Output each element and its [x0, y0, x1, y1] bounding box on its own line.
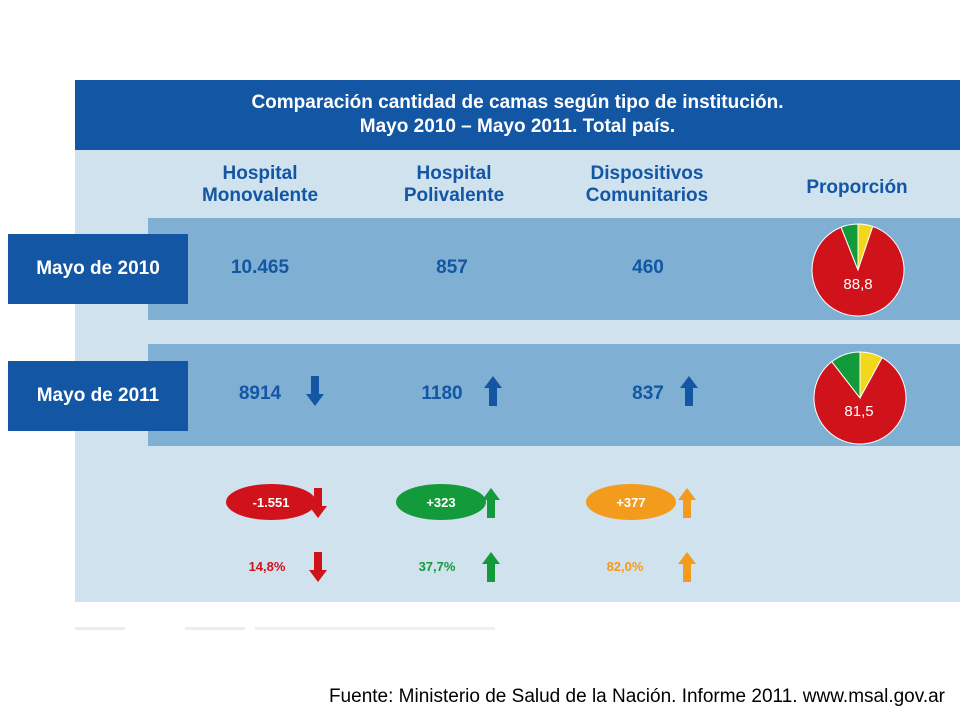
- column-header-monovalente: Hospital Monovalente: [160, 163, 360, 207]
- arrow-down-icon: [309, 488, 327, 518]
- arrow-up-icon: [484, 376, 502, 406]
- faded-caption-decoration: [75, 627, 495, 630]
- difference-badge-monovalente: -1.551: [226, 484, 316, 520]
- difference-badge-polivalente: +323: [396, 484, 486, 520]
- pie-slice-green: [831, 351, 861, 400]
- pie-chart-2010: [811, 223, 905, 317]
- value-2010-polivalente: 857: [436, 257, 468, 278]
- pie-chart-2011: [813, 351, 907, 445]
- pie-slice-green: [840, 223, 859, 271]
- title-line-2: Mayo 2010 – Mayo 2011. Total país.: [359, 116, 676, 137]
- arrow-up-icon: [678, 552, 696, 582]
- row-label-2011: Mayo de 2011: [8, 361, 188, 431]
- pie-label-2011: 81,5: [844, 403, 874, 420]
- title-line-1: Comparación cantidad de camas según tipo…: [251, 92, 784, 113]
- percent-change-monovalente: 14,8%: [248, 559, 286, 574]
- pie-slice-red: [813, 357, 907, 445]
- column-header-line: Dispositivos: [590, 163, 704, 184]
- column-header-proporcion: Proporción: [806, 177, 908, 198]
- column-header-line: Comunitarios: [585, 185, 709, 206]
- column-header-polivalente: Hospital Polivalente: [354, 163, 554, 207]
- percent-change-dispositivos: 82,0%: [606, 559, 644, 574]
- percent-change-polivalente: 37,7%: [418, 559, 456, 574]
- arrow-up-icon: [482, 488, 500, 518]
- arrow-up-icon: [678, 488, 696, 518]
- value-2011-monovalente: 8914: [238, 383, 282, 404]
- row-label-2010: Mayo de 2010: [8, 234, 188, 304]
- source-footer: Fuente: Ministerio de Salud de la Nación…: [328, 686, 945, 707]
- arrow-down-icon: [306, 376, 324, 406]
- value-2010-monovalente: 10.465: [230, 257, 290, 278]
- value-2010-dispositivos: 460: [632, 257, 664, 278]
- arrow-up-icon: [680, 376, 698, 406]
- arrow-down-icon: [309, 552, 327, 582]
- column-header-dispositivos: Dispositivos Comunitarios: [547, 163, 747, 207]
- difference-badge-dispositivos: +377: [586, 484, 676, 520]
- value-2011-polivalente: 1180: [421, 383, 463, 404]
- arrow-up-icon: [482, 552, 500, 582]
- column-header-line: Monovalente: [201, 185, 319, 206]
- column-header-line: Hospital: [222, 163, 298, 184]
- pie-slice-red: [811, 225, 905, 317]
- table-panel: [75, 80, 960, 602]
- pie-label-2010: 88,8: [843, 276, 873, 293]
- column-header-line: Polivalente: [403, 185, 505, 206]
- value-2011-dispositivos: 837: [632, 383, 664, 404]
- column-header-line: Hospital: [416, 163, 492, 184]
- table-title: Comparación cantidad de camas según tipo…: [75, 80, 960, 150]
